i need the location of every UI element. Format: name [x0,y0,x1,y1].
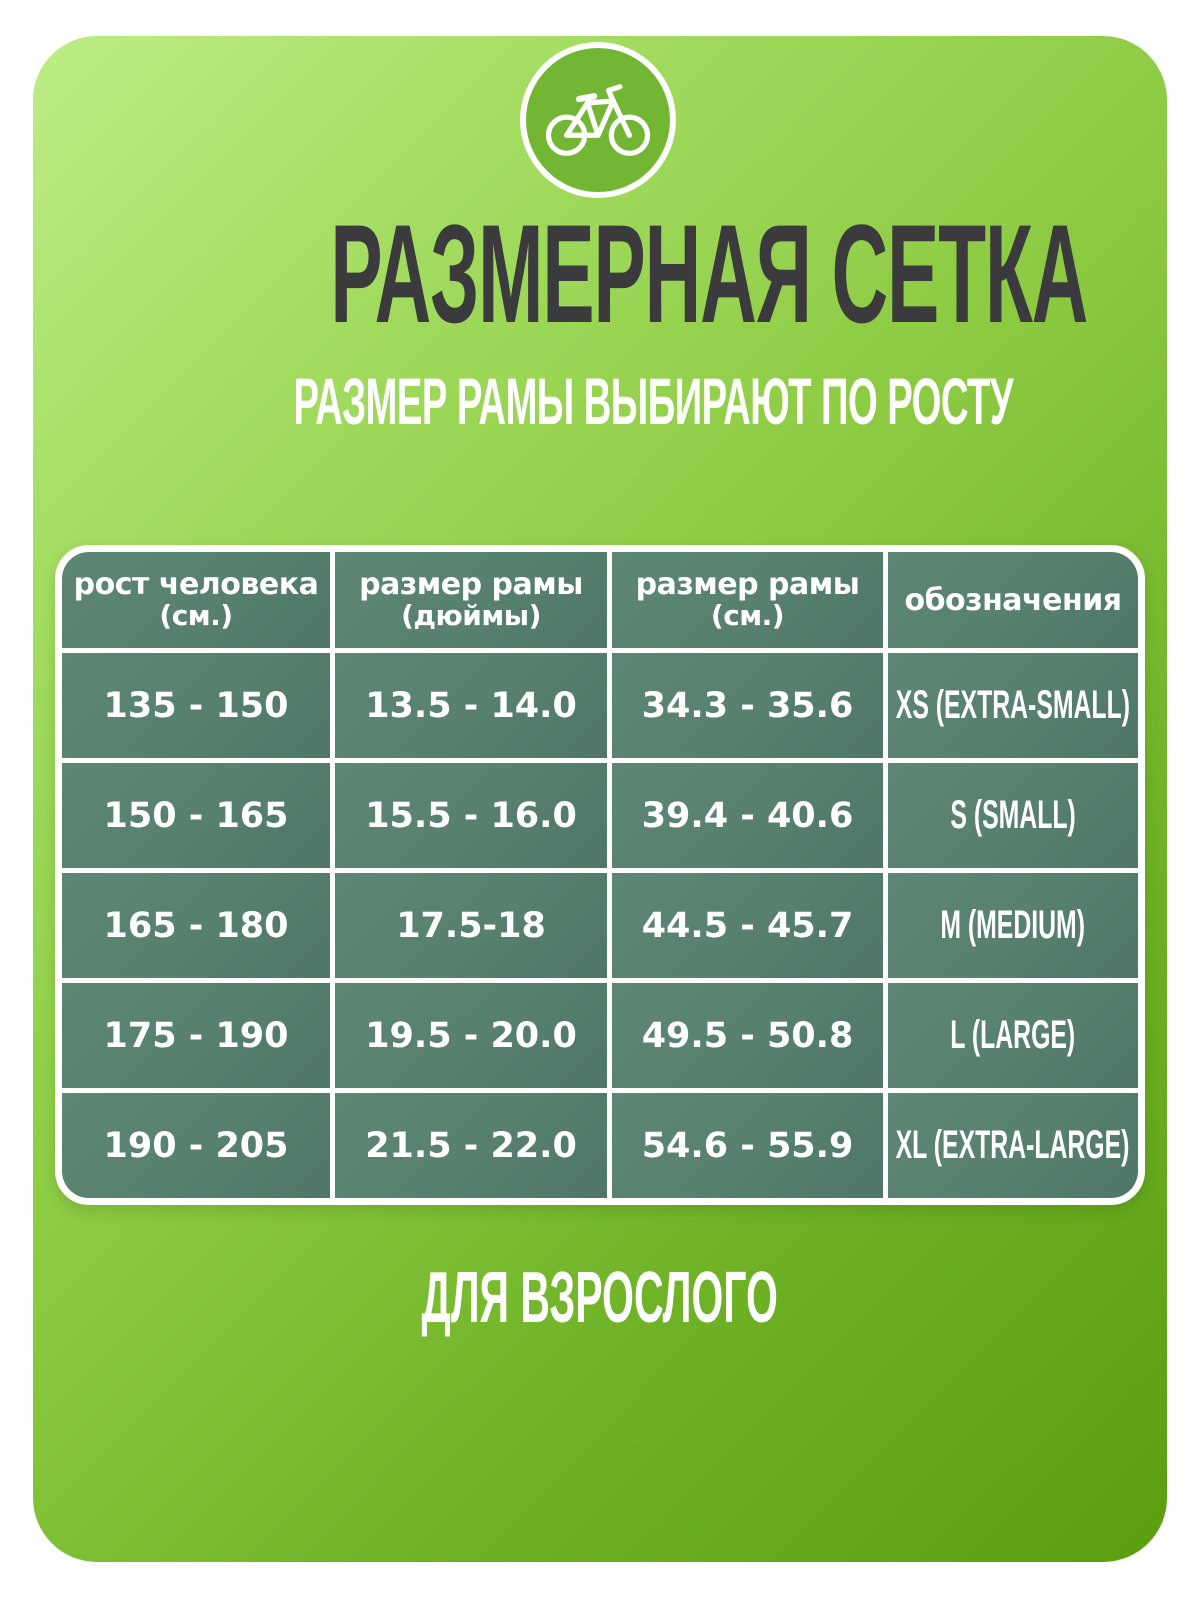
cell-value: 34.3 - 35.6 [641,685,854,726]
bicycle-logo-badge [520,42,676,198]
table-cell-frame-cm: 54.6 - 55.9 [612,1093,883,1198]
cell-value: 39.4 - 40.6 [641,795,854,836]
table-cell-designation: XS (EXTRA-SMALL) [888,653,1138,758]
header-line1: размер рамы [359,567,583,603]
bicycle-icon [545,84,651,156]
header-line1: обозначения [904,582,1122,618]
cell-value: 54.6 - 55.9 [641,1125,854,1166]
header-line2: (см.) [710,599,785,633]
table-header-frame-cm: размер рамы (см.) [612,552,883,648]
cell-value: S (SMALL) [950,793,1076,837]
table-cell-frame-cm: 44.5 - 45.7 [612,873,883,978]
table-cell-height: 150 - 165 [62,763,330,868]
table-header-designation: обозначения [888,552,1138,648]
cell-value: 44.5 - 45.7 [641,905,854,946]
footer-label: ДЛЯ ВЗРОСЛОГО [421,1258,779,1338]
table-header-frame-inches: размер рамы (дюймы) [335,552,607,648]
cell-value: 175 - 190 [103,1015,289,1056]
header-line1: рост человека [73,567,319,603]
cell-value: 13.5 - 14.0 [365,685,577,726]
size-table: рост человека (см.) размер рамы (дюймы) … [55,545,1145,1205]
table-cell-designation: XL (EXTRA-LARGE) [888,1093,1138,1198]
table-cell-height: 165 - 180 [62,873,330,978]
table-cell-frame-inches: 21.5 - 22.0 [335,1093,607,1198]
cell-value: XL (EXTRA-LARGE) [896,1123,1130,1167]
cell-value: 165 - 180 [103,905,289,946]
cell-value: 19.5 - 20.0 [365,1015,577,1056]
table-cell-frame-inches: 19.5 - 20.0 [335,983,607,1088]
table-cell-height: 190 - 205 [62,1093,330,1198]
table-cell-height: 175 - 190 [62,983,330,1088]
page-title-row: РАЗМЕРНАЯ СЕТКА [33,204,1167,344]
page-title: РАЗМЕРНАЯ СЕТКА [330,195,1088,352]
table-cell-frame-inches: 15.5 - 16.0 [335,763,607,868]
table-cell-designation: M (MEDIUM) [888,873,1138,978]
table-cell-frame-cm: 39.4 - 40.6 [612,763,883,868]
table-cell-frame-inches: 17.5-18 [335,873,607,978]
cell-value: 150 - 165 [103,795,289,836]
cell-value: 49.5 - 50.8 [641,1015,854,1056]
table-cell-frame-cm: 34.3 - 35.6 [612,653,883,758]
page-subtitle-row: РАЗМЕР РАМЫ ВЫБИРАЮТ ПО РОСТУ [33,368,1167,434]
table-cell-height: 135 - 150 [62,653,330,758]
cell-value: 190 - 205 [103,1125,289,1166]
header-line2: (см.) [159,599,233,633]
table-header-height: рост человека (см.) [62,552,330,648]
table-cell-frame-cm: 49.5 - 50.8 [612,983,883,1088]
footer-row: ДЛЯ ВЗРОСЛОГО [33,1262,1167,1334]
cell-value: XS (EXTRA-SMALL) [895,683,1131,727]
table-cell-designation: L (LARGE) [888,983,1138,1088]
size-chart-card: РАЗМЕРНАЯ СЕТКА РАЗМЕР РАМЫ ВЫБИРАЮТ ПО … [33,36,1167,1562]
cell-value: 135 - 150 [103,685,289,726]
table-cell-designation: S (SMALL) [888,763,1138,868]
table-cell-frame-inches: 13.5 - 14.0 [335,653,607,758]
cell-value: 21.5 - 22.0 [365,1125,577,1166]
cell-value: L (LARGE) [950,1013,1076,1057]
page-subtitle: РАЗМЕР РАМЫ ВЫБИРАЮТ ПО РОСТУ [293,364,1014,438]
cell-value: 15.5 - 16.0 [365,795,577,836]
cell-value: 17.5-18 [396,905,546,946]
header-line2: (дюймы) [401,599,541,633]
header-line1: размер рамы [635,567,860,603]
cell-value: M (MEDIUM) [940,903,1086,947]
